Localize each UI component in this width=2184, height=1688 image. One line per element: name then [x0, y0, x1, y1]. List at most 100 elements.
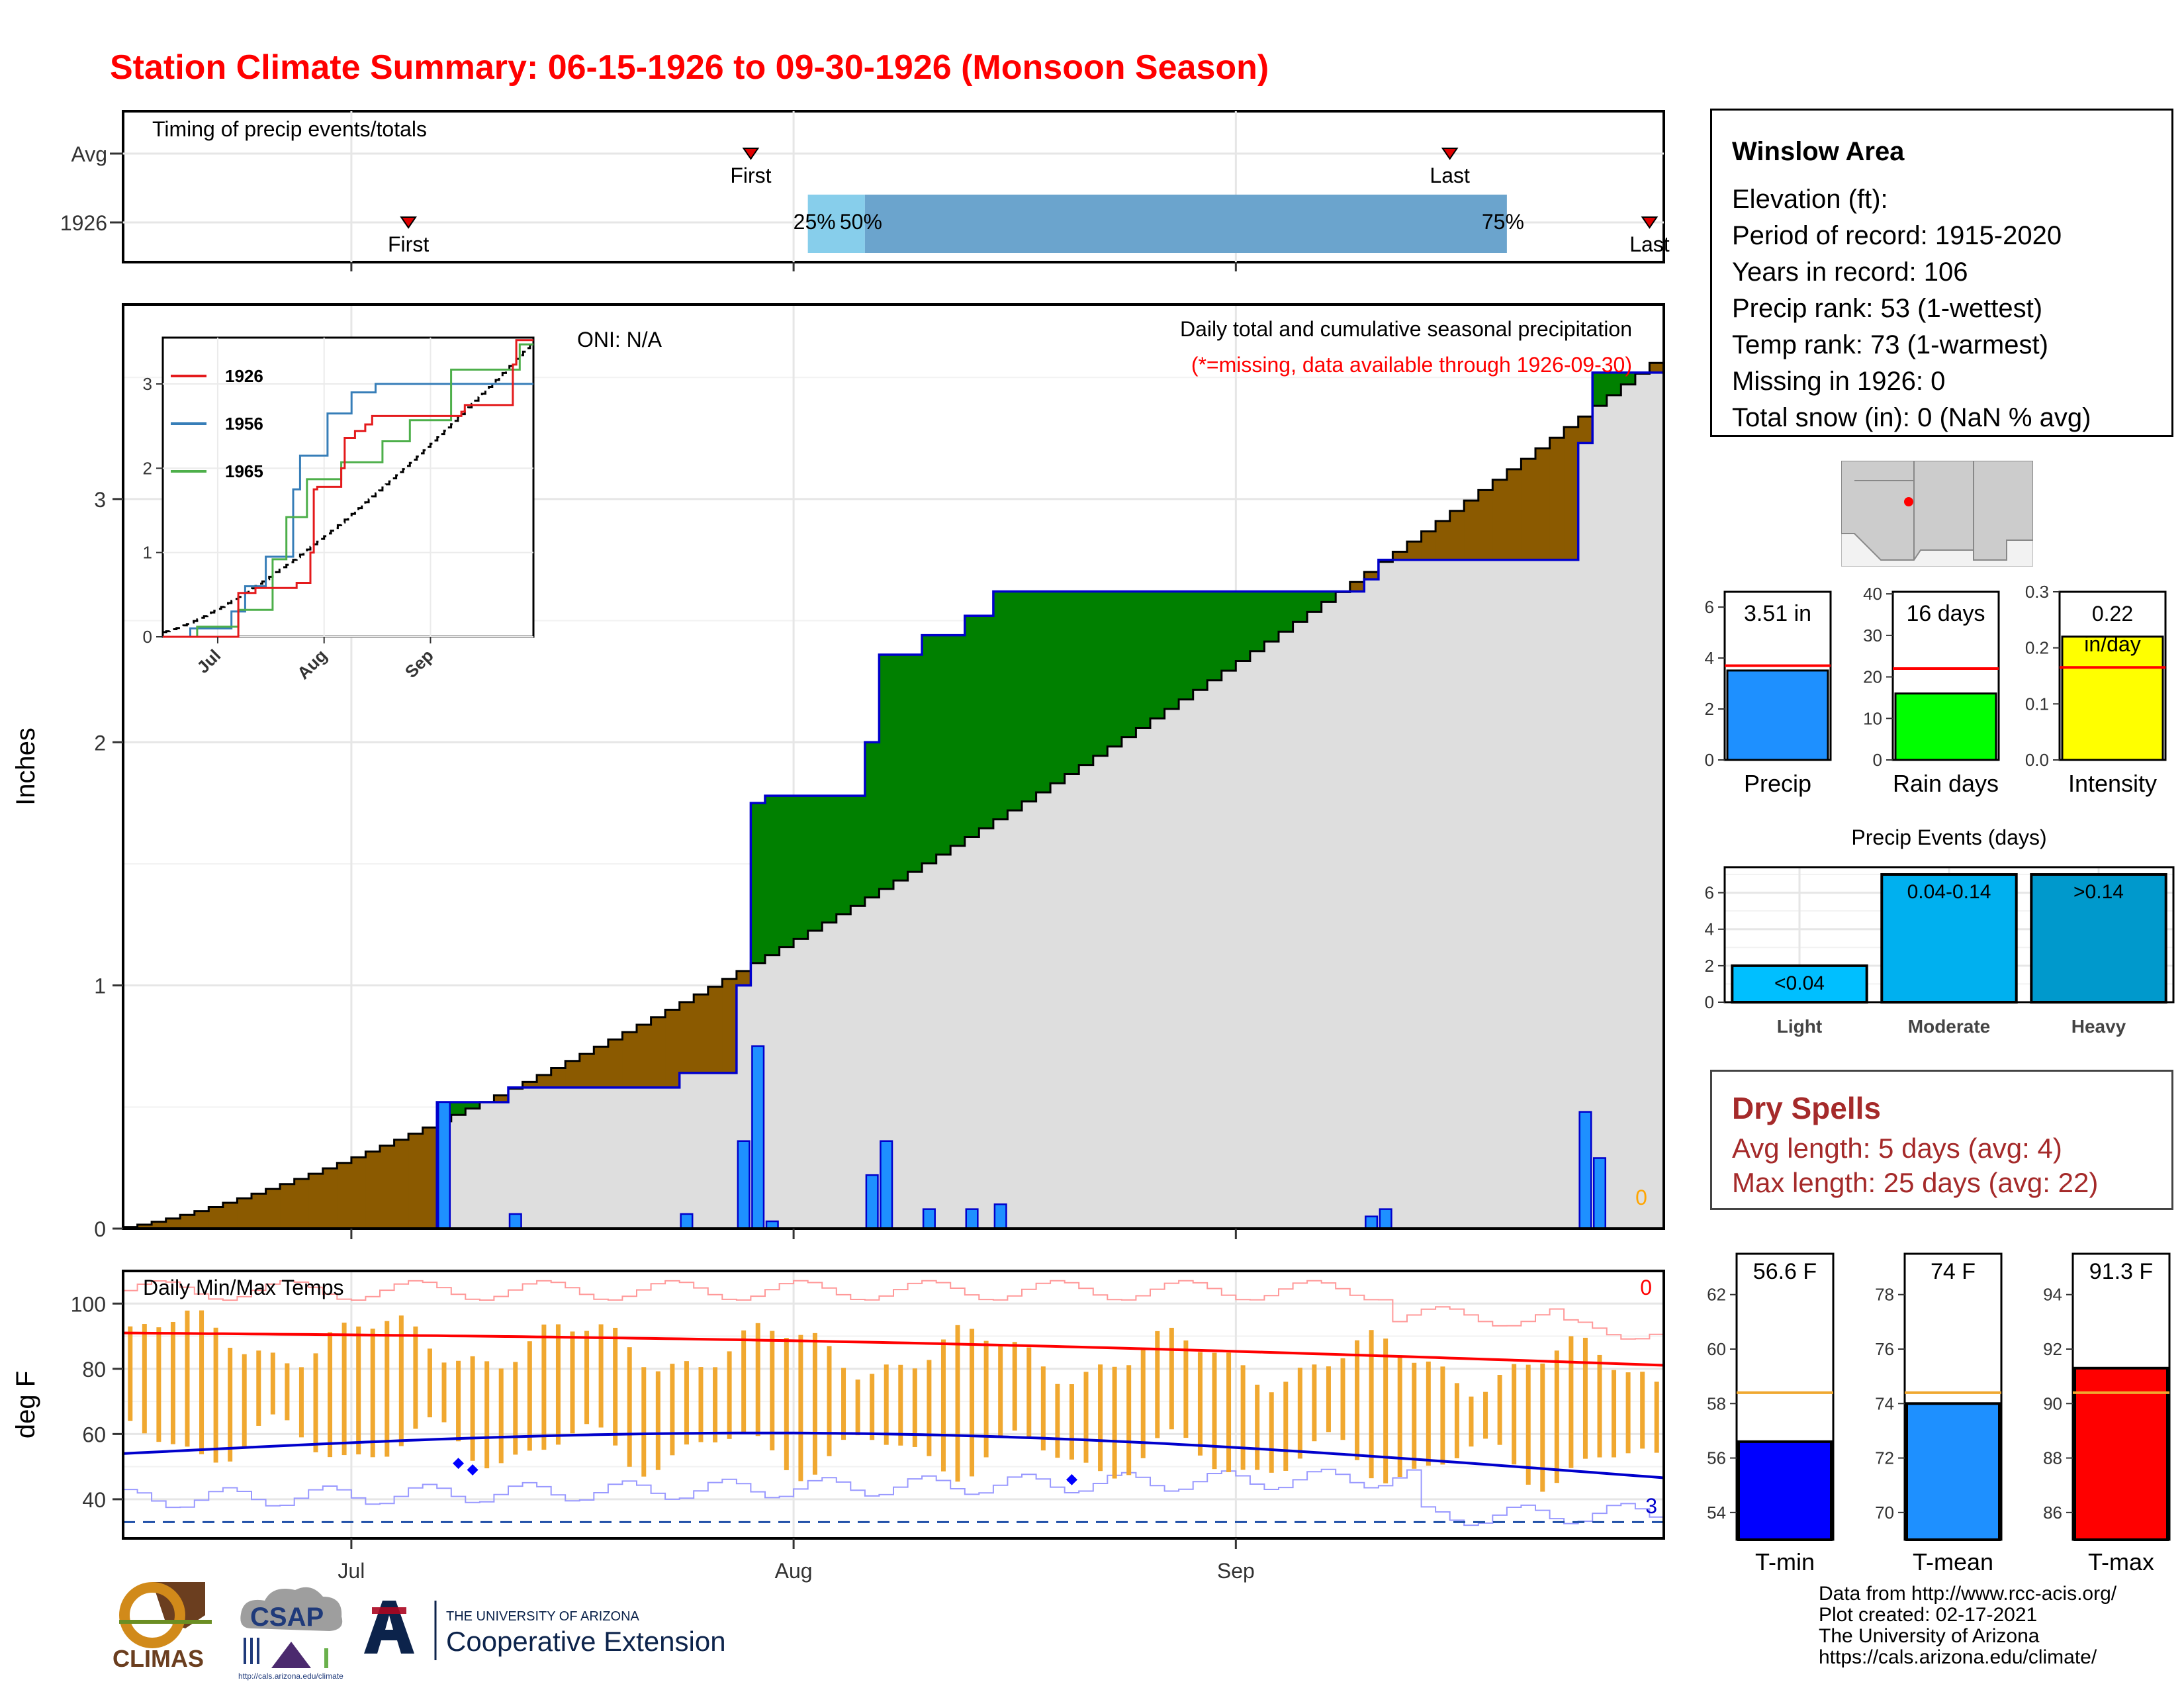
- ua-extension-logo: THE UNIVERSITY OF ARIZONA Cooperative Ex…: [364, 1601, 726, 1660]
- daily-temp-range-bar: [1525, 1364, 1531, 1485]
- daily-temp-range-bar: [841, 1368, 846, 1440]
- precip-surplus-area: [936, 635, 951, 855]
- station-elevation: Elevation (ft):: [1732, 185, 1888, 214]
- summary-y-tick-label: 0.3: [2025, 583, 2049, 602]
- daily-temp-range-bar: [1369, 1330, 1374, 1479]
- precip-surplus-area: [1022, 591, 1037, 802]
- daily-temp-range-bar: [328, 1332, 333, 1458]
- daily-temp-range-bar: [285, 1363, 290, 1421]
- avg-max-temp-line: [122, 1331, 1664, 1367]
- summary-y-tick-label: 0.1: [2025, 694, 2049, 714]
- record-min-line: [123, 1468, 1664, 1526]
- daily-temp-range-bar: [456, 1360, 461, 1442]
- daily-temp-range-bar: [513, 1362, 518, 1455]
- inset-legend-label: 1965: [225, 461, 263, 481]
- precip-surplus-area: [979, 616, 994, 829]
- precip-surplus-area: [1050, 591, 1066, 784]
- temp-summary-y-tick-label: 54: [1707, 1503, 1726, 1523]
- precip-deficit-area: [308, 1174, 324, 1229]
- ua-a-bar: [372, 1607, 406, 1614]
- precip-panel: 0 1 2 3 Inches ONI: N/A Daily total and cumula…: [11, 303, 1665, 1241]
- daily-temp-range-bar: [1083, 1372, 1089, 1463]
- daily-temp-range-bar: [1640, 1372, 1645, 1449]
- station-period: Period of record: 1915-2020: [1732, 221, 2062, 250]
- daily-temp-range-bar: [798, 1335, 803, 1481]
- daily-temp-range-bar: [598, 1324, 604, 1428]
- csap-rain-bars: [244, 1638, 259, 1664]
- summary-y-tick-label: 6: [1705, 597, 1714, 617]
- precip-deficit-area: [1506, 469, 1522, 560]
- daily-temp-range-bar: [142, 1324, 147, 1434]
- precip-deficit-area: [679, 1002, 694, 1073]
- precip-missing-note: (*=missing, data available through 1926-…: [1191, 353, 1632, 377]
- daily-precip-bar: [1365, 1215, 1379, 1230]
- daily-temp-range-bar: [1155, 1331, 1160, 1438]
- daily-temp-range-bar: [170, 1321, 175, 1444]
- daily-precip-bar: [437, 1101, 451, 1230]
- precip-surplus-area: [1036, 591, 1051, 793]
- daily-temp-range-bar: [755, 1323, 760, 1436]
- daily-temp-range-bar: [256, 1350, 261, 1426]
- daily-temp-range-bar: [370, 1329, 375, 1458]
- temp-summary-category: T-min: [1755, 1548, 1815, 1575]
- precip-event-category: Moderate: [1908, 1016, 1990, 1037]
- precip-surplus-area: [1007, 591, 1023, 811]
- temp-x-tick-label: Sep: [1217, 1559, 1255, 1583]
- daily-temp-range-bar: [1283, 1382, 1289, 1471]
- precip-deficit-area: [137, 1225, 152, 1229]
- daily-temp-range-bar: [270, 1352, 275, 1415]
- precip-deficit-area: [1521, 459, 1536, 560]
- timing-last-label: Last: [1629, 232, 1670, 256]
- precip-surplus-area: [1250, 591, 1265, 651]
- timing-p50-label: 50%: [840, 210, 882, 234]
- precip-surplus-area: [1179, 591, 1194, 700]
- precip-surplus-area: [807, 796, 823, 931]
- precip-deficit-area: [1649, 363, 1664, 373]
- precip-deficit-area: [1464, 500, 1479, 560]
- precip-y-tick-label: 2: [94, 731, 106, 755]
- station-temp-rank: Temp rank: 73 (1-warmest): [1732, 330, 2048, 359]
- precip-surplus-area: [451, 1102, 466, 1115]
- temp-x-tick-label: Aug: [775, 1559, 813, 1583]
- precip-deficit-area: [1435, 521, 1451, 560]
- summary-y-tick-label: 10: [1863, 708, 1882, 728]
- temp-y-axis-title: deg F: [11, 1371, 40, 1438]
- daily-temp-range-bar: [1469, 1396, 1474, 1447]
- daily-temp-range-bar: [213, 1327, 218, 1463]
- precip-deficit-area: [651, 1017, 666, 1088]
- timing-p25-label: 25%: [794, 210, 836, 234]
- daily-temp-range-bar: [940, 1339, 946, 1472]
- summary-value-unit: in/day: [2084, 632, 2140, 656]
- precip-deficit-area: [194, 1211, 209, 1229]
- daily-temp-range-bar: [870, 1374, 875, 1440]
- daily-temp-range-bar: [1582, 1337, 1588, 1459]
- dry-spells-box: Dry Spells Avg length: 5 days (avg: 4) M…: [1710, 1070, 2173, 1210]
- inset-series-1926: [163, 339, 533, 638]
- precip-deficit-area: [1549, 438, 1565, 560]
- daily-temp-range-bar: [983, 1340, 989, 1458]
- daily-temp-range-bar: [555, 1324, 561, 1445]
- timing-first-label: First: [388, 232, 429, 256]
- daily-temp-range-bar: [128, 1326, 133, 1421]
- timing-p75-label: 75%: [1482, 210, 1524, 234]
- temperature-bars-panel: 54 56 58 60 62 56.6 F T-min 70 72 74 76 78 74 F T-mea…: [1707, 1252, 2171, 1575]
- daily-temp-range-bar: [898, 1364, 903, 1446]
- daily-temp-range-bar: [1312, 1364, 1317, 1442]
- daily-precip-bar: [680, 1213, 694, 1230]
- precip-deficit-area: [265, 1189, 281, 1229]
- summary-y-tick-label: 2: [1705, 699, 1714, 719]
- daily-temp-range-bar: [1554, 1350, 1559, 1483]
- daily-temp-range-bar: [641, 1367, 647, 1477]
- daily-temp-range-bar: [1397, 1355, 1402, 1477]
- precip-deficit-area: [280, 1184, 295, 1229]
- daily-temp-range-bar: [1412, 1362, 1417, 1469]
- precip-deficit-area: [165, 1218, 181, 1229]
- daily-temp-range-bar: [1126, 1365, 1132, 1476]
- precip-deficit-area: [665, 1009, 680, 1088]
- precip-surplus-area: [1592, 372, 1608, 406]
- temp-summary-y-tick-label: 62: [1707, 1285, 1726, 1305]
- precip-deficit-area: [694, 994, 709, 1073]
- precip-surplus-area: [1207, 591, 1222, 680]
- summary-y-tick-label: 0: [1873, 750, 1882, 770]
- precip-deficit-area: [565, 1060, 580, 1088]
